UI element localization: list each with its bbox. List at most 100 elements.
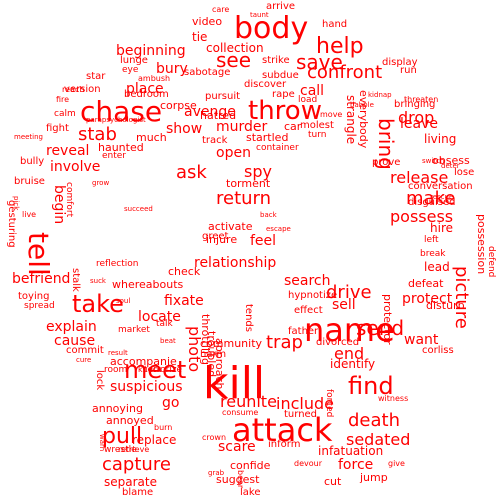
word-protect: protect — [402, 291, 453, 307]
word-hatred: hatred — [200, 109, 237, 122]
word-eye: eye — [122, 65, 139, 75]
word-corpse: corpse — [160, 99, 197, 112]
word-switch: switch — [422, 157, 445, 165]
word-scare: scare — [218, 439, 256, 455]
word-tends: tends — [243, 304, 254, 332]
word-arrive: arrive — [266, 1, 296, 12]
word-show: show — [166, 121, 203, 137]
word-defend: defend — [486, 246, 496, 278]
word-involve: involve — [50, 159, 101, 175]
word-corliss: corliss — [422, 345, 454, 356]
word-attack: attack — [232, 411, 333, 449]
word-suspicious: suspicious — [110, 379, 183, 395]
word-leave: leave — [400, 116, 438, 132]
word-befriend: befriend — [12, 271, 71, 287]
word-ask: ask — [176, 162, 207, 183]
word-meeting: meeting — [14, 133, 44, 141]
word-kidnap: kidnap — [368, 91, 392, 99]
word-star: star — [86, 71, 106, 82]
word-cure: cure — [76, 356, 92, 364]
word-reflection: reflection — [96, 259, 139, 269]
word-hire: hire — [430, 221, 453, 235]
word-disturb: disturb — [426, 299, 465, 312]
word-annoyed: annoyed — [106, 414, 154, 427]
word-video: video — [192, 15, 223, 28]
word-retrieve: retrieve — [118, 445, 150, 454]
word-harm: harm — [200, 349, 227, 360]
word-witness: witness — [378, 394, 409, 403]
word-infatuation: infatuation — [318, 444, 384, 458]
word-blame: blame — [122, 487, 154, 498]
word-jump: jump — [360, 471, 388, 484]
word-left: left — [424, 235, 439, 245]
word-annoying: annoying — [92, 402, 143, 415]
word-separate: separate — [104, 475, 157, 489]
word-body: body — [234, 11, 309, 46]
word-confide: confide — [230, 459, 271, 472]
word-tell: tell — [22, 232, 55, 276]
word-see: see — [216, 48, 252, 72]
word-kill: kill — [203, 358, 266, 409]
word-place: place — [126, 81, 164, 97]
word-turned: turned — [284, 409, 318, 420]
word-cut: cut — [324, 475, 342, 488]
word-possess: possess — [390, 207, 454, 226]
word-sabotage: sabotage — [184, 67, 231, 78]
word-force: force — [338, 457, 374, 473]
word-terrorize: terrorize — [144, 365, 183, 375]
word-suggest: suggest — [216, 473, 260, 486]
word-move: move — [320, 110, 343, 119]
word-send: send — [356, 316, 405, 340]
word-pick: pick — [12, 196, 20, 211]
word-possession: possession — [475, 214, 488, 275]
word-tie: tie — [192, 30, 208, 44]
word-obsess: obsess — [432, 154, 470, 167]
word-drive: drive — [326, 282, 372, 303]
word-gesturing: gesturing — [6, 200, 17, 248]
word-hand: hand — [322, 19, 348, 30]
word-save: save — [296, 50, 343, 74]
word-lake: lake — [240, 487, 261, 498]
word-talk: talk — [156, 319, 173, 329]
word-lock: lock — [94, 370, 105, 391]
word-relationship: relationship — [194, 255, 277, 271]
word-end: end — [334, 344, 365, 363]
word-go: go — [162, 395, 180, 411]
word-beginning: beginning — [116, 43, 186, 59]
word-lose: lose — [454, 167, 475, 178]
word-ambush: ambush — [138, 74, 171, 83]
word-commit: commit — [66, 345, 104, 356]
word-subdue: subdue — [262, 70, 299, 81]
word-enter: enter — [102, 151, 127, 161]
word-hypnotize: hypnotize — [288, 290, 338, 301]
word-effect: effect — [294, 305, 323, 316]
word-soul: soul — [116, 297, 131, 305]
word-sell: sell — [332, 297, 356, 313]
word-explain: explain — [46, 319, 97, 335]
word-break: break — [420, 249, 446, 259]
word-prove: prove — [372, 157, 401, 168]
word-avenge: avenge — [184, 104, 236, 120]
word-strike: strike — [262, 55, 290, 66]
word-market: market — [118, 325, 150, 335]
word-photo: photo — [185, 326, 204, 373]
word-reunite: reunite — [220, 392, 277, 411]
word-bury: bury — [156, 61, 188, 77]
word-comfort: comfort — [64, 182, 74, 218]
word-taunt: taunt — [250, 11, 269, 19]
word-warn: warn — [98, 434, 106, 452]
word-murder: murder — [216, 119, 268, 135]
word-father: father — [288, 326, 319, 337]
word-troubled: troubled — [205, 331, 218, 378]
word-rape: rape — [272, 89, 295, 100]
word-beat: beat — [160, 337, 176, 345]
word-fixate: fixate — [164, 293, 204, 309]
word-haunted: haunted — [98, 141, 144, 154]
word-release: release — [390, 168, 449, 187]
word-protector: protector — [381, 294, 394, 345]
word-return: return — [216, 188, 272, 209]
word-grab: grab — [208, 469, 225, 477]
word-room: room — [104, 365, 128, 375]
word-bedroom: bedroom — [124, 89, 169, 100]
word-molest: molest — [300, 120, 334, 131]
